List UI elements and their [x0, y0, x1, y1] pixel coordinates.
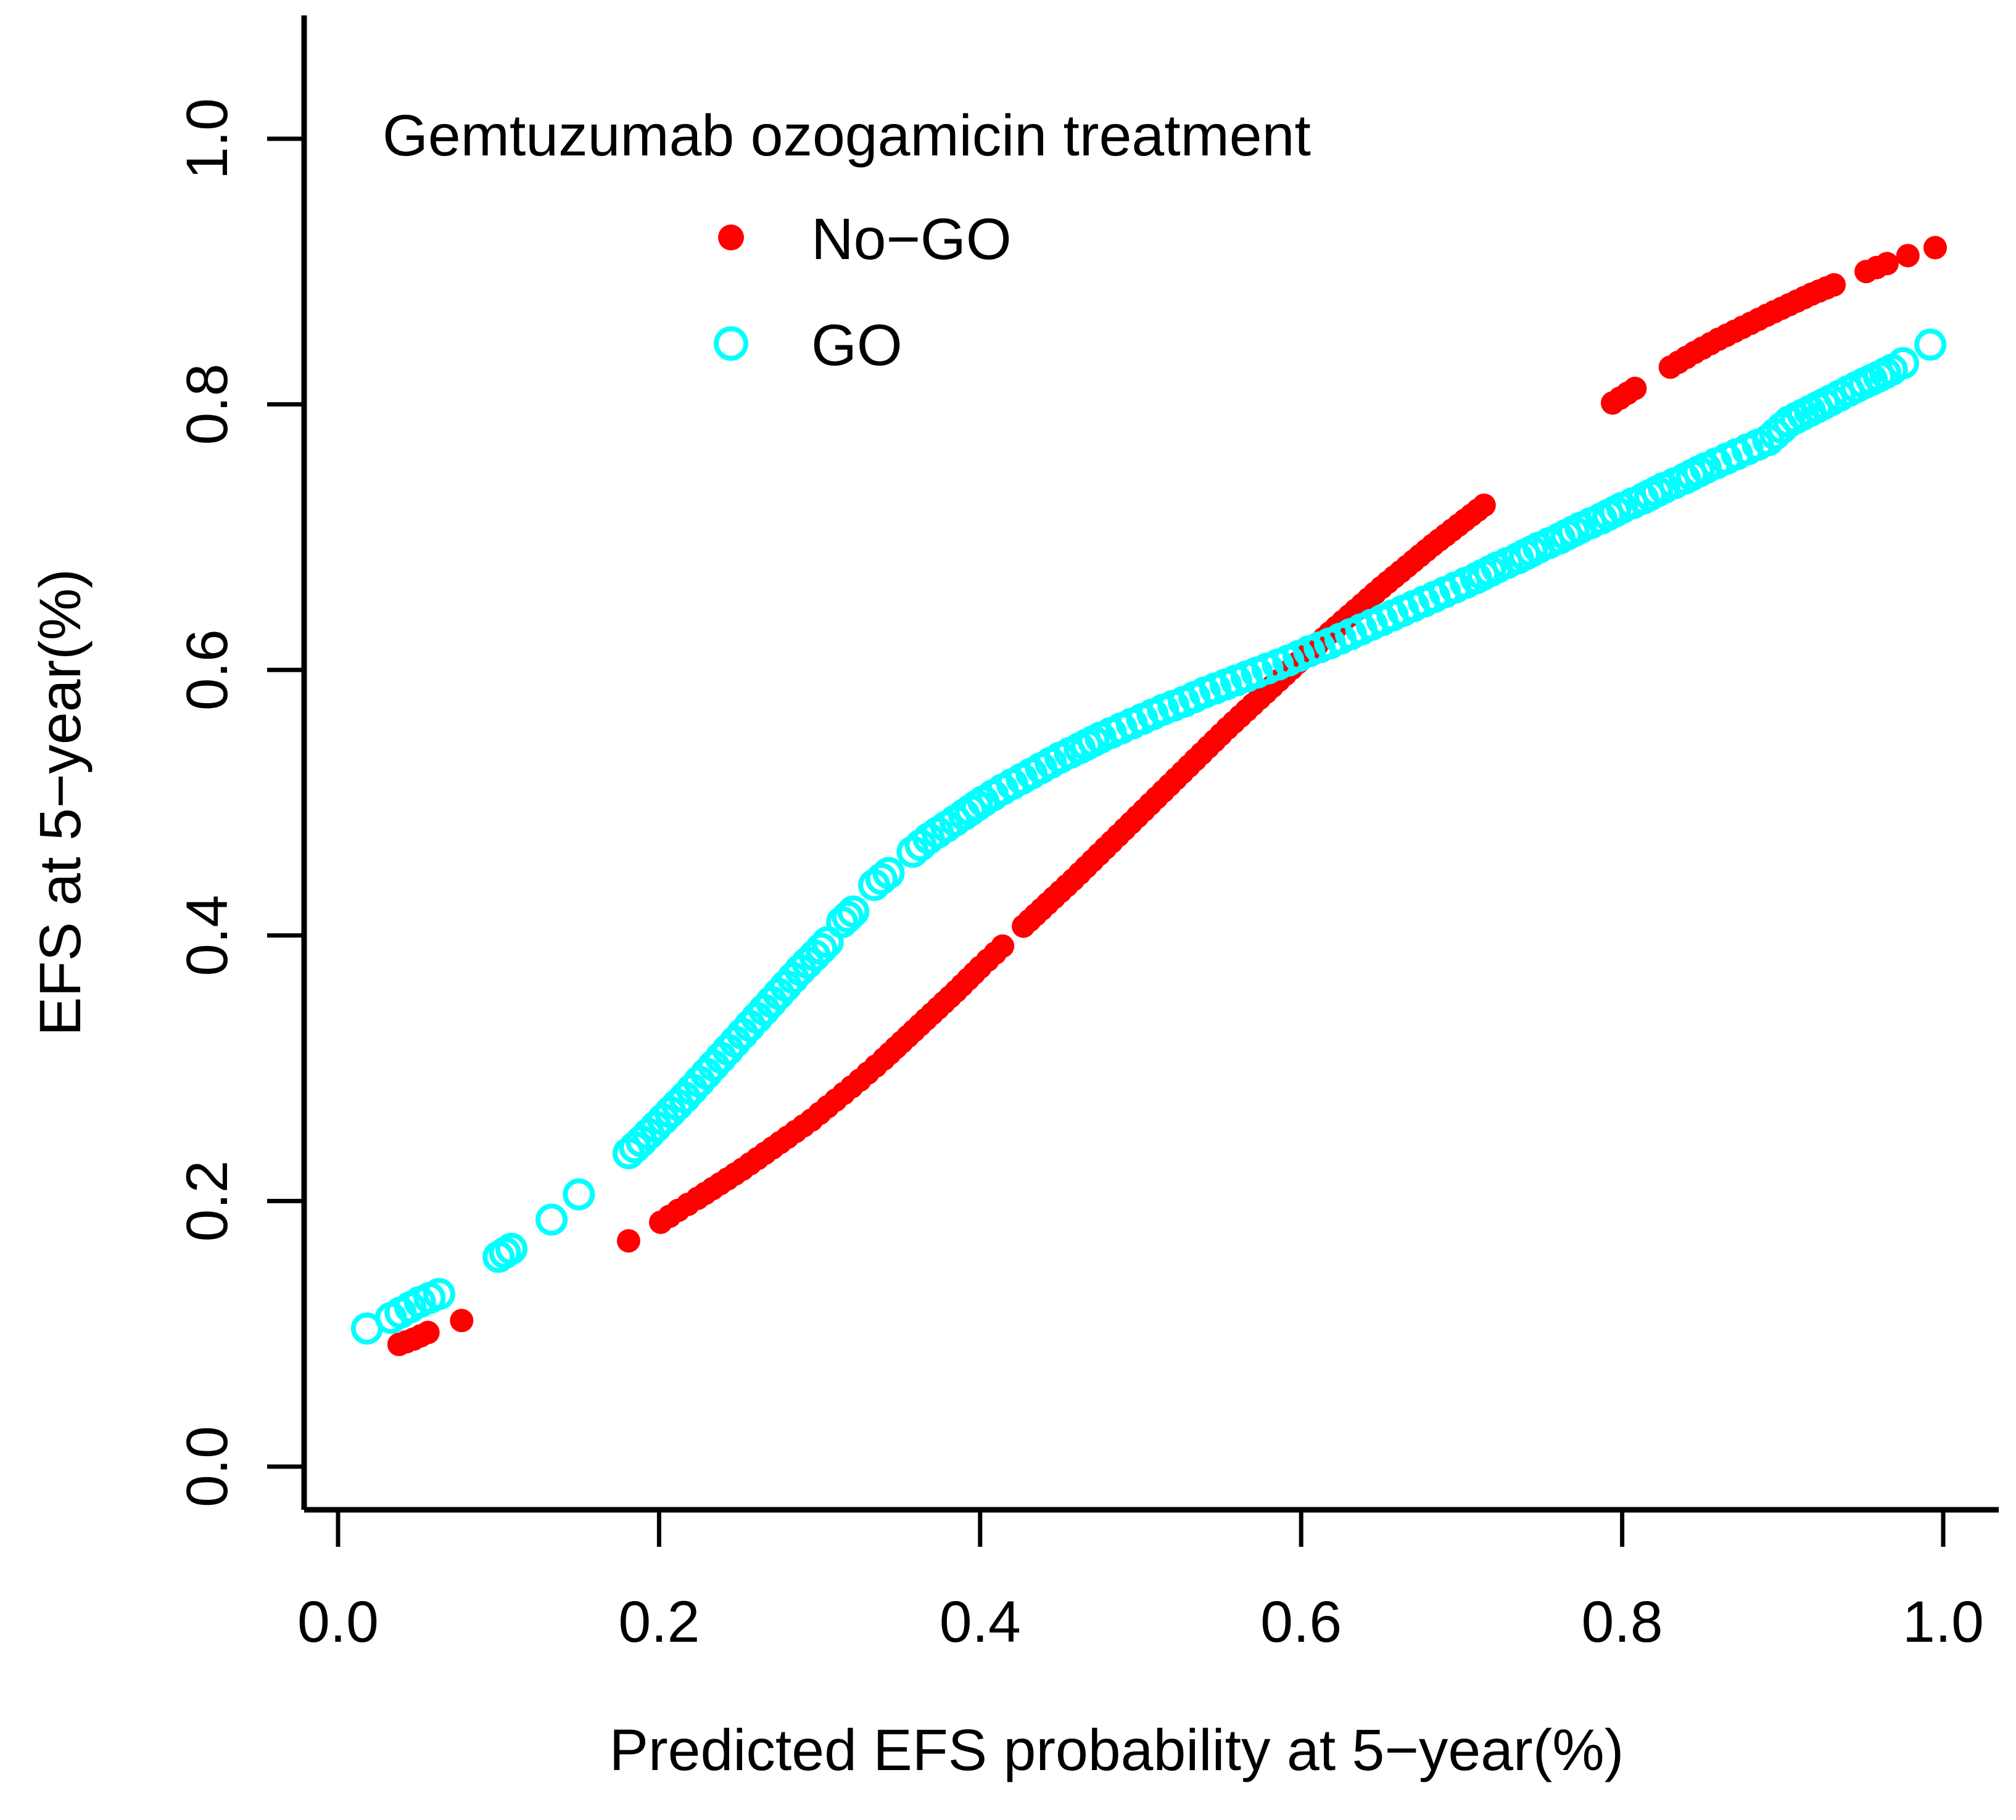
x-ticks: 0.0 0.2 0.4 0.6 0.8 1.0 — [297, 1510, 1984, 1655]
y-tick-label: 0.2 — [175, 1160, 240, 1241]
data-point-no-go — [1822, 273, 1846, 297]
legend-title: Gemtuzumab ozogamicin treatment — [382, 103, 1311, 168]
series-no-go — [387, 236, 1947, 1356]
y-axis-title: EFS at 5−year(%) — [28, 569, 93, 1036]
x-tick-label: 1.0 — [1902, 1589, 1984, 1655]
y-tick-label: 1.0 — [175, 98, 240, 179]
x-tick-label: 0.0 — [297, 1589, 379, 1655]
data-point-no-go — [450, 1309, 474, 1333]
data-point-no-go — [1623, 376, 1647, 400]
legend: Gemtuzumab ozogamicin treatment No−GO GO — [382, 103, 1311, 378]
data-point-no-go — [1875, 252, 1899, 276]
data-point-no-go — [1923, 236, 1947, 260]
x-axis-title: Predicted EFS probability at 5−year(%) — [609, 1718, 1624, 1783]
series-go — [350, 328, 1947, 1345]
x-tick-label: 0.4 — [940, 1589, 1021, 1655]
data-point-go — [872, 857, 905, 889]
x-tick-label: 0.8 — [1582, 1589, 1663, 1655]
data-point-go — [805, 933, 838, 965]
y-tick-label: 0.6 — [175, 629, 240, 710]
y-tick-label: 0.0 — [175, 1426, 240, 1507]
y-tick-label: 0.4 — [175, 895, 240, 976]
y-tick-label: 0.8 — [175, 364, 240, 445]
legend-marker-no-go-icon — [718, 224, 744, 250]
legend-marker-go-icon — [714, 326, 748, 361]
legend-label-go: GO — [811, 313, 903, 378]
data-point-go — [423, 1278, 455, 1311]
data-point-go — [535, 1203, 568, 1236]
y-ticks: 0.0 0.2 0.4 0.6 0.8 1.0 — [175, 98, 304, 1507]
data-point-go — [1914, 328, 1947, 361]
x-tick-label: 0.2 — [618, 1589, 700, 1655]
data-point-go — [563, 1178, 595, 1211]
data-point-no-go — [1472, 493, 1496, 517]
data-point-go — [495, 1232, 528, 1265]
data-point-go — [832, 900, 864, 933]
data-point-no-go — [1896, 244, 1920, 268]
legend-label-no-go: No−GO — [811, 207, 1012, 272]
data-point-go — [837, 896, 870, 928]
data-point-no-go — [991, 934, 1015, 958]
data-point-go — [1886, 347, 1919, 379]
x-tick-label: 0.6 — [1260, 1589, 1342, 1655]
data-point-go — [865, 863, 898, 896]
data-point-no-go — [616, 1229, 640, 1253]
data-point-no-go — [416, 1320, 440, 1344]
